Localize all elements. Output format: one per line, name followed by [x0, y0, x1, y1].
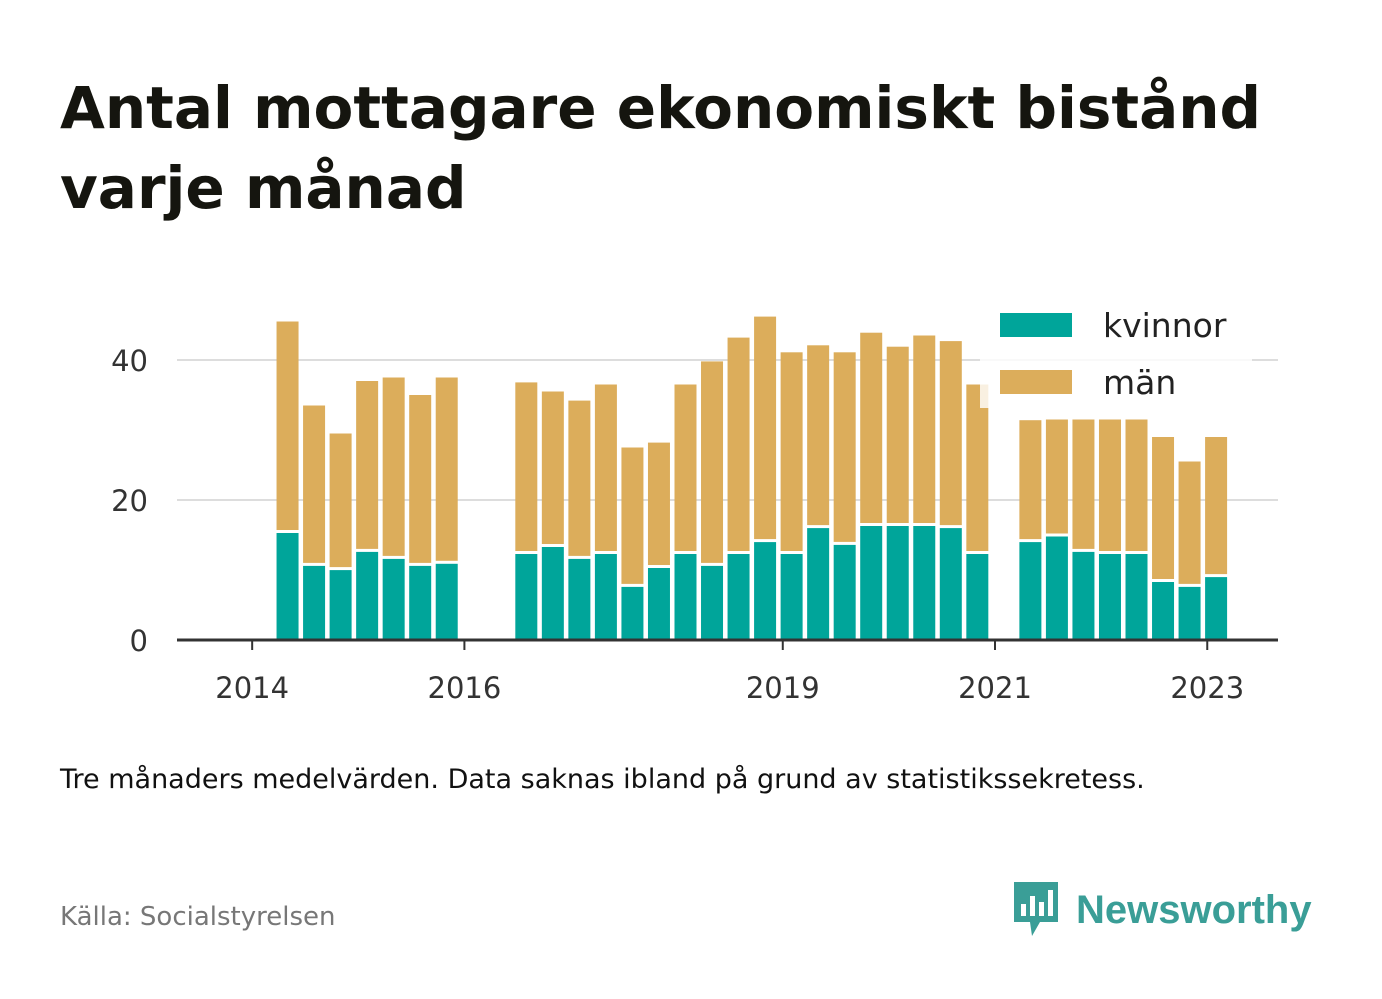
- bar-kvinnor: [1152, 582, 1175, 640]
- newsworthy-logo: Newsworthy: [1010, 880, 1312, 940]
- bar-kvinnor: [647, 568, 670, 640]
- bar-man: [833, 352, 856, 542]
- x-tick-label: 2021: [958, 671, 1032, 705]
- bar-kvinnor: [356, 551, 379, 640]
- bars: [276, 316, 1228, 640]
- chart-subtitle: Tre månaders medelvärden. Data saknas ib…: [60, 764, 1145, 795]
- bar-man: [1178, 461, 1201, 584]
- bar-man: [966, 384, 989, 551]
- bar-kvinnor: [966, 554, 989, 640]
- bar-man: [1205, 437, 1228, 575]
- bar-kvinnor: [1178, 586, 1201, 640]
- bar-kvinnor: [939, 528, 962, 640]
- bar-man: [329, 433, 352, 568]
- x-tick-label: 2023: [1170, 671, 1244, 705]
- bar-kvinnor: [780, 554, 803, 640]
- bar-kvinnor: [807, 528, 830, 640]
- bar-kvinnor: [1125, 554, 1148, 640]
- bar-kvinnor: [1205, 577, 1228, 640]
- x-tick-label: 2016: [428, 671, 502, 705]
- bar-man: [621, 447, 644, 584]
- bar-man: [727, 337, 750, 551]
- y-tick-label: 20: [111, 484, 148, 518]
- x-tick-label: 2019: [746, 671, 820, 705]
- chart-title: Antal mottagare ekonomiskt bistånd varje…: [60, 74, 1262, 222]
- bar-man: [515, 382, 538, 551]
- bar-man: [939, 341, 962, 526]
- bar-man: [303, 405, 326, 563]
- bar-kvinnor: [674, 554, 697, 640]
- bar-kvinnor: [276, 533, 299, 640]
- bar-kvinnor: [1072, 551, 1095, 640]
- bar-man: [1019, 420, 1042, 540]
- bar-man: [541, 391, 564, 544]
- bar-man: [356, 381, 379, 549]
- bar-man: [860, 332, 883, 523]
- y-tick-label: 0: [130, 624, 148, 658]
- axes: 0 20 40 2014 2016 2019 2021 2023: [111, 344, 1278, 705]
- bar-kvinnor: [541, 547, 564, 640]
- bar-kvinnor: [833, 544, 856, 640]
- y-tick-label: 40: [111, 344, 148, 378]
- stacked-bar-chart: 0 20 40 2014 2016 2019 2021 2023 kvinnor män: [111, 294, 1278, 705]
- bar-kvinnor: [594, 554, 617, 640]
- bar-kvinnor: [382, 558, 405, 640]
- bar-kvinnor: [727, 554, 750, 640]
- bar-man: [913, 335, 936, 523]
- bar-man: [409, 395, 432, 563]
- brand-name: Newsworthy: [1076, 887, 1312, 932]
- source-note: Källa: Socialstyrelsen: [60, 902, 336, 932]
- bar-kvinnor: [435, 563, 458, 640]
- legend-swatch-kvinnor: [1000, 313, 1072, 337]
- bar-kvinnor: [913, 526, 936, 640]
- bar-man: [754, 316, 777, 540]
- bar-man: [276, 321, 299, 530]
- bar-man: [807, 345, 830, 526]
- bar-man: [435, 377, 458, 561]
- bar-man: [594, 384, 617, 551]
- bar-man: [647, 442, 670, 565]
- bar-man: [886, 346, 909, 523]
- bar-kvinnor: [515, 554, 538, 640]
- bar-kvinnor: [621, 586, 644, 640]
- bar-man: [1152, 437, 1175, 579]
- bar-kvinnor: [886, 526, 909, 640]
- bar-kvinnor: [1098, 554, 1121, 640]
- bar-kvinnor: [701, 565, 724, 640]
- bar-kvinnor: [1045, 536, 1068, 640]
- newsworthy-logo-icon: [1014, 882, 1058, 936]
- bar-kvinnor: [568, 558, 591, 640]
- bar-kvinnor: [754, 542, 777, 640]
- bar-man: [1045, 419, 1068, 534]
- legend-label-kvinnor: kvinnor: [1103, 306, 1227, 345]
- bar-kvinnor: [303, 565, 326, 640]
- legend-label-man: män: [1103, 363, 1176, 402]
- bar-man: [1072, 419, 1095, 549]
- bar-man: [1125, 419, 1148, 551]
- bar-kvinnor: [860, 526, 883, 640]
- bar-man: [674, 384, 697, 551]
- bar-man: [701, 361, 724, 563]
- bar-man: [1098, 419, 1121, 551]
- legend: kvinnor män: [980, 294, 1252, 408]
- bar-kvinnor: [329, 570, 352, 640]
- x-tick-label: 2014: [215, 671, 289, 705]
- bar-man: [382, 377, 405, 556]
- bar-man: [780, 352, 803, 551]
- legend-swatch-man: [1000, 370, 1072, 394]
- bar-kvinnor: [409, 565, 432, 640]
- bar-man: [568, 400, 591, 556]
- bar-kvinnor: [1019, 542, 1042, 640]
